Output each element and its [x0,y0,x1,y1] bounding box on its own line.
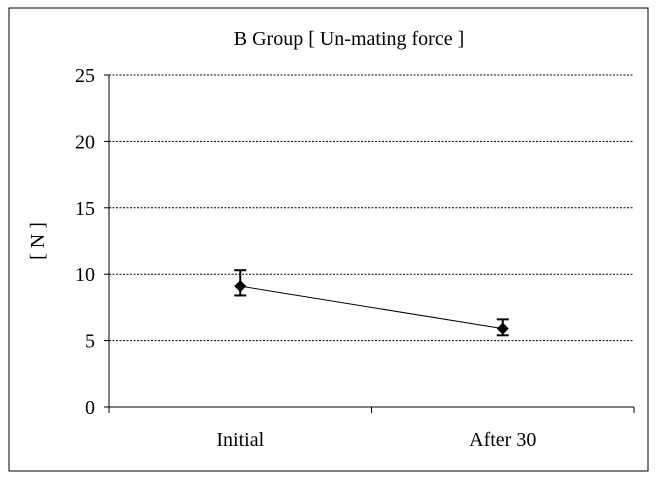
series-line [240,285,503,330]
chart-frame [8,7,649,472]
y-axis-label: [ N ] [27,222,49,260]
x-category-label: After 30 [469,429,536,451]
series [234,269,509,337]
y-tick-label: 10 [75,264,95,286]
gridlines [109,74,634,342]
y-tick-label: 25 [75,65,95,87]
axes [104,74,635,413]
y-tick-label: 20 [75,131,95,153]
data-point [496,322,509,335]
y-tick-label: 15 [75,198,95,220]
y-tick-label: 5 [85,331,95,353]
x-category-label: Initial [216,429,264,451]
x-category-labels: Initial After 30 [216,429,536,451]
y-tick-labels: 0 5 10 15 20 25 [75,65,95,419]
chart-title: B Group [ Un-mating force ] [234,28,465,50]
data-point [234,280,247,293]
y-tick-label: 0 [85,397,95,419]
